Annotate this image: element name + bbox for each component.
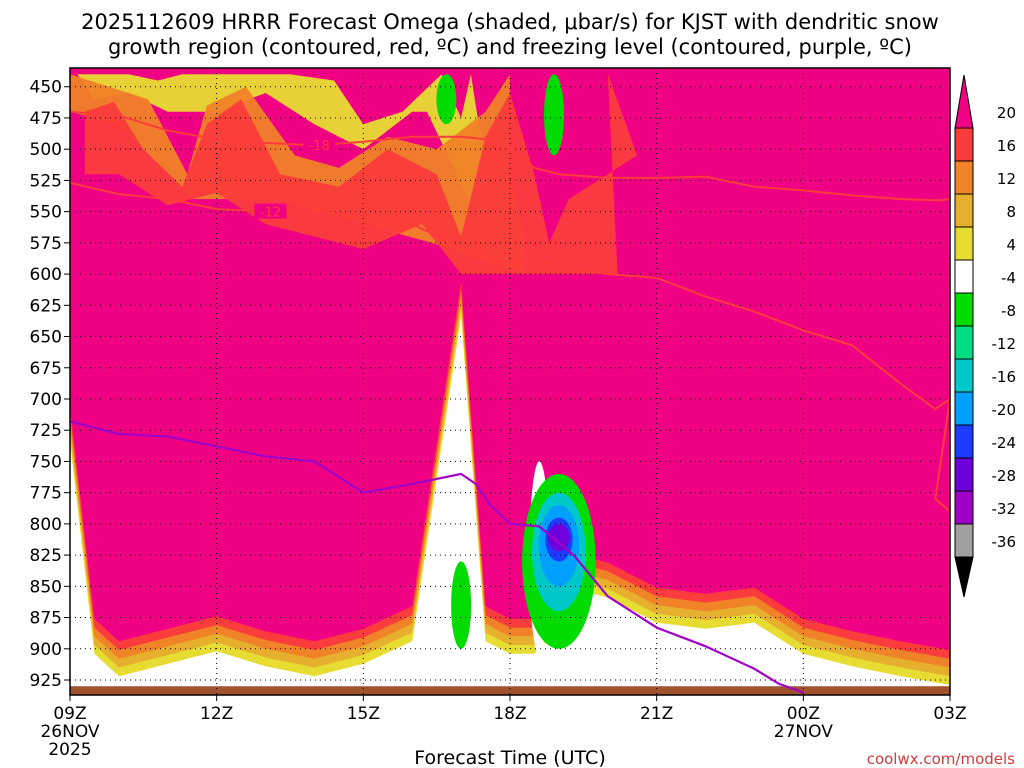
colorbar-segment bbox=[954, 193, 974, 228]
plot-area: -18 -12 bbox=[70, 68, 950, 695]
colorbar-label: -16 bbox=[992, 368, 1017, 386]
colorbar-segment bbox=[954, 391, 974, 426]
colorbar-segment bbox=[954, 457, 974, 492]
x-tick-label: 03Z bbox=[933, 704, 966, 724]
upper-band-2 bbox=[84, 74, 638, 275]
contour-label-bg bbox=[303, 137, 336, 153]
y-tick-label: 750 bbox=[30, 452, 62, 472]
y-axis: 450 475 500 525 550 575 600 625 650 675 700 725 750 7… bbox=[30, 78, 70, 691]
y-tick-label: 525 bbox=[30, 171, 62, 191]
colorbar-segment bbox=[954, 127, 974, 162]
low-green-streak bbox=[451, 561, 472, 649]
colorbar-label: 20 bbox=[997, 104, 1016, 122]
y-tick-label: 500 bbox=[30, 140, 62, 160]
y-tick-label: 775 bbox=[30, 484, 62, 504]
colorbar-label: 4 bbox=[1006, 236, 1016, 254]
y-tick-label: 575 bbox=[30, 234, 62, 254]
colorbar-label: -8 bbox=[1001, 302, 1016, 320]
terrain-band bbox=[70, 686, 950, 695]
x-tick-label: 00Z bbox=[787, 704, 820, 724]
colorbar-label: 12 bbox=[997, 170, 1016, 188]
lower-band-0 bbox=[70, 281, 950, 695]
y-tick-label: 600 bbox=[30, 265, 62, 285]
chart-title-line-1: 2025112609 HRRR Forecast Omega (shaded, … bbox=[81, 10, 939, 34]
source-credit: coolwx.com/models bbox=[867, 750, 1015, 768]
y-tick-label: 900 bbox=[30, 640, 62, 660]
x-tick-sublabel: 27NOV bbox=[774, 722, 833, 742]
upper-band-0 bbox=[77, 74, 491, 225]
upper-green-b bbox=[544, 74, 564, 156]
y-tick-label: 475 bbox=[30, 109, 62, 129]
colorbar-segment bbox=[954, 259, 974, 294]
contour-label-bg bbox=[254, 203, 287, 219]
colorbar-label: -4 bbox=[1001, 269, 1016, 287]
y-tick-label: 825 bbox=[30, 546, 62, 566]
x-axis-label: Forecast Time (UTC) bbox=[414, 747, 605, 768]
colorbar-label: -20 bbox=[992, 401, 1017, 419]
colorbar-label: -24 bbox=[992, 434, 1017, 452]
colorbar-label: 8 bbox=[1006, 203, 1016, 221]
y-tick-label: 850 bbox=[30, 577, 62, 597]
colorbar-bottom-arrow bbox=[954, 556, 974, 598]
chart-title-line-2: growth region (contoured, red, ºC) and f… bbox=[108, 35, 912, 59]
y-tick-label: 925 bbox=[30, 671, 62, 691]
colorbar: 20 16 12 8 4 -4 -8 -12 -16 -20 -24 -28 -32 -36 bbox=[954, 74, 1017, 598]
y-tick-label: 800 bbox=[30, 515, 62, 535]
colorbar-segment bbox=[954, 490, 974, 525]
colorbar-label: 16 bbox=[997, 137, 1016, 155]
core-purple bbox=[548, 523, 570, 552]
x-tick-sublabel: 26NOV bbox=[40, 722, 99, 742]
y-tick-label: 650 bbox=[30, 328, 62, 348]
contour-label: -18 bbox=[309, 139, 330, 154]
upper-green-a bbox=[436, 74, 457, 125]
contour--18C bbox=[70, 110, 950, 202]
colorbar-segment bbox=[954, 358, 974, 393]
lower-band-2 bbox=[70, 299, 950, 695]
colorbar-segment bbox=[954, 523, 974, 558]
colorbar-segment bbox=[954, 226, 974, 261]
colorbar-label: -12 bbox=[992, 335, 1017, 353]
colorbar-segment bbox=[954, 424, 974, 459]
colorbar-segment bbox=[954, 292, 974, 327]
colorbar-segment bbox=[954, 325, 974, 360]
colorbar-label: -36 bbox=[992, 533, 1017, 551]
x-tick-label: 18Z bbox=[493, 704, 526, 724]
contour-label: -12 bbox=[260, 206, 281, 221]
colorbar-segment bbox=[954, 160, 974, 195]
contour-layer: -18 -12 bbox=[70, 110, 950, 694]
y-tick-label: 550 bbox=[30, 203, 62, 223]
y-tick-label: 725 bbox=[30, 421, 62, 441]
y-tick-label: 875 bbox=[30, 609, 62, 629]
x-tick-label: 15Z bbox=[347, 704, 380, 724]
x-tick-sublabel-2: 2025 bbox=[48, 740, 91, 760]
y-tick-label: 625 bbox=[30, 296, 62, 316]
colorbar-top-arrow bbox=[954, 74, 974, 129]
colorbar-label: -28 bbox=[992, 467, 1017, 485]
x-tick-label: 12Z bbox=[200, 704, 233, 724]
contour-freezing bbox=[70, 420, 804, 694]
y-tick-label: 700 bbox=[30, 390, 62, 410]
x-tick-label: 21Z bbox=[640, 704, 673, 724]
y-tick-label: 450 bbox=[30, 78, 62, 98]
x-tick-label: 09Z bbox=[53, 704, 86, 724]
colorbar-label: -32 bbox=[992, 500, 1017, 518]
y-tick-label: 675 bbox=[30, 359, 62, 379]
